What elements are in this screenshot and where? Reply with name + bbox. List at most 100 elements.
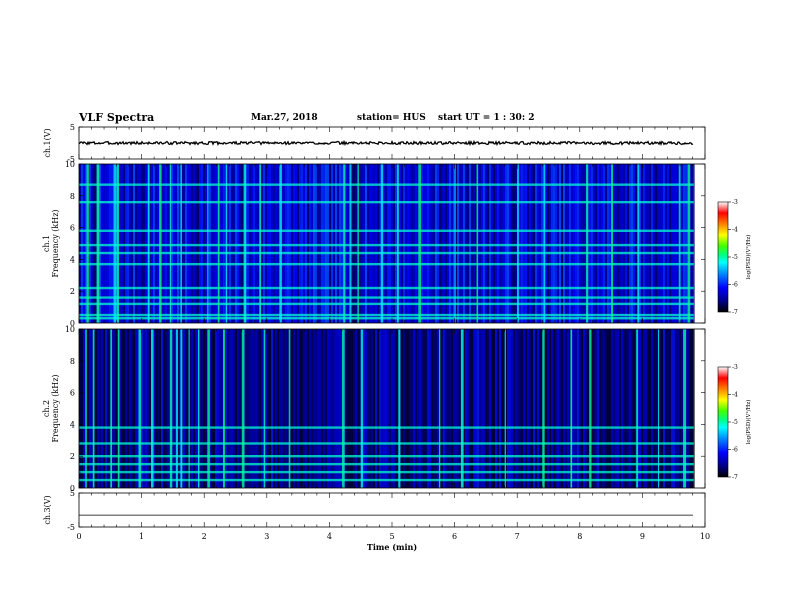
ch1-spec-texture-column	[345, 164, 347, 323]
ch1-spec-texture-column	[283, 164, 285, 323]
ch2-spec-texture-column	[335, 329, 337, 488]
ch1-spec-texture-column	[681, 164, 683, 323]
ch1-wave-trace	[78, 139, 694, 147]
ch1-spec-texture-column	[623, 164, 625, 323]
ch2-spec-texture-column	[339, 329, 341, 488]
start-time-label: start UT = 1 : 30: 2	[438, 113, 535, 123]
ch2-spec-texture-column	[135, 329, 137, 488]
ch2-spec-ylabel-channel: ch.2	[42, 400, 51, 417]
ch2-spec-texture-column	[281, 329, 283, 488]
ch1-spec-texture-column	[369, 164, 371, 323]
ch1-spec-texture-column	[685, 164, 687, 323]
ch1-spec-texture-column	[465, 164, 467, 323]
ch1-spec-texture-column	[667, 164, 669, 323]
ch2-spec-texture-column	[637, 329, 639, 488]
ch2-spec-texture-column	[129, 329, 131, 488]
ch1-spec-vertical-spike	[586, 164, 589, 323]
ch1-spec-texture-column	[287, 164, 289, 323]
ch2-spec-texture-column	[681, 329, 683, 488]
ch2-spec-texture-column	[265, 329, 267, 488]
ch1-spec-texture-column	[559, 164, 561, 323]
ch2-spec-ytick-label: 10	[65, 325, 75, 334]
ch1-spec-texture-column	[155, 164, 157, 323]
ch1-spec-texture-column	[541, 164, 543, 323]
ch1-spec-texture-column	[267, 164, 269, 323]
ch1-spec-texture-column	[153, 164, 155, 323]
ch2-spec-colorbar-label: log(PSD)(V²/Hz)	[745, 400, 752, 445]
ch1-spec-texture-column	[503, 164, 505, 323]
ch2-spec-texture-column	[321, 329, 323, 488]
ch1-spec-texture-column	[351, 164, 353, 323]
ch2-spec-texture-column	[551, 329, 553, 488]
ch1-spec-ytick-label: 6	[70, 224, 75, 233]
ch1-spec-texture-column	[215, 164, 217, 323]
ch1-spec-texture-column	[523, 164, 525, 323]
ch2-spec-texture-column	[533, 329, 535, 488]
ch1-spec-texture-column	[617, 164, 619, 323]
ch1-spec-texture-column	[271, 164, 273, 323]
ch2-spec-texture-column	[583, 329, 585, 488]
ch2-spec-vertical-spike	[288, 329, 291, 488]
ch2-spec-vertical-spike	[176, 329, 179, 488]
ch1-spec-texture-column	[199, 164, 201, 323]
ch1-spec-ytick-label: 10	[65, 160, 75, 169]
ch1-spec-texture-column	[247, 164, 249, 323]
ch1-spec-texture-column	[431, 164, 433, 323]
ch2-spec-texture-column	[375, 329, 377, 488]
ch1-spec-texture-column	[585, 164, 587, 323]
ch1-spec-texture-column	[683, 164, 685, 323]
ch1-spec-texture-column	[301, 164, 303, 323]
ch2-spec-texture-column	[503, 329, 505, 488]
ch1-spec-texture-column	[227, 164, 229, 323]
ch1-spec-texture-column	[663, 164, 665, 323]
ch1-spec-texture-column	[407, 164, 409, 323]
ch1-spec-texture-column	[677, 164, 679, 323]
ch1-spec-texture-column	[311, 164, 313, 323]
ch1-spec-texture-column	[185, 164, 187, 323]
ch2-spec-texture-column	[295, 329, 297, 488]
ch1-spec-texture-column	[669, 164, 671, 323]
ch2-spec-frequency-band	[79, 478, 694, 482]
ch1-spec-texture-column	[395, 164, 397, 323]
ch1-spec-texture-column	[385, 164, 387, 323]
ch1-spec-texture-column	[387, 164, 389, 323]
ch2-spec-texture-column	[185, 329, 187, 488]
ch2-spec-texture-column	[165, 329, 167, 488]
ch2-spec-texture-column	[447, 329, 449, 488]
ch1-spec-vertical-spike	[418, 164, 421, 323]
ch1-spec-vertical-spike	[207, 164, 209, 323]
ch1-spec-texture-column	[469, 164, 471, 323]
ch1-spec-texture-column	[145, 164, 147, 323]
ch2-spec-texture-column	[395, 329, 397, 488]
ch2-spec-texture-column	[269, 329, 271, 488]
ch2-spec-texture-column	[467, 329, 469, 488]
ch2-spec-texture-column	[555, 329, 557, 488]
ch2-spec-frequency-band	[79, 470, 694, 474]
ch2-spec-texture-column	[667, 329, 669, 488]
ch1-spec-texture-column	[221, 164, 223, 323]
ch1-spec-texture-column	[299, 164, 301, 323]
ch2-spec-texture-column	[451, 329, 453, 488]
ch2-spec-texture-column	[565, 329, 567, 488]
ch1-spec-texture-column	[579, 164, 581, 323]
xaxis-tick-label: 5	[389, 532, 394, 541]
ch1-spec-frequency-band	[79, 262, 694, 266]
ch1-wave-ytick-label: -5	[67, 155, 75, 164]
ch1-spec-texture-column	[485, 164, 487, 323]
ch2-spec-texture-column	[175, 329, 177, 488]
ch1-spec-texture-column	[323, 164, 325, 323]
ch2-spec-texture-column	[113, 329, 115, 488]
ch1-spec-texture-column	[249, 164, 251, 323]
ch2-spec-texture-column	[567, 329, 569, 488]
ch1-spec-texture-column	[447, 164, 449, 323]
ch1-spec-vertical-spike	[159, 164, 162, 323]
ch2-spec-texture-column	[257, 329, 259, 488]
ch1-spec-texture-column	[415, 164, 417, 323]
ch2-spec-texture-column	[481, 329, 483, 488]
ch2-spec-vertical-spike	[188, 329, 190, 488]
ch2-spec-texture-column	[453, 329, 455, 488]
ch1-spec-texture-column	[253, 164, 255, 323]
ch2-spec-texture-column	[125, 329, 127, 488]
ch1-spec-texture-column	[619, 164, 621, 323]
